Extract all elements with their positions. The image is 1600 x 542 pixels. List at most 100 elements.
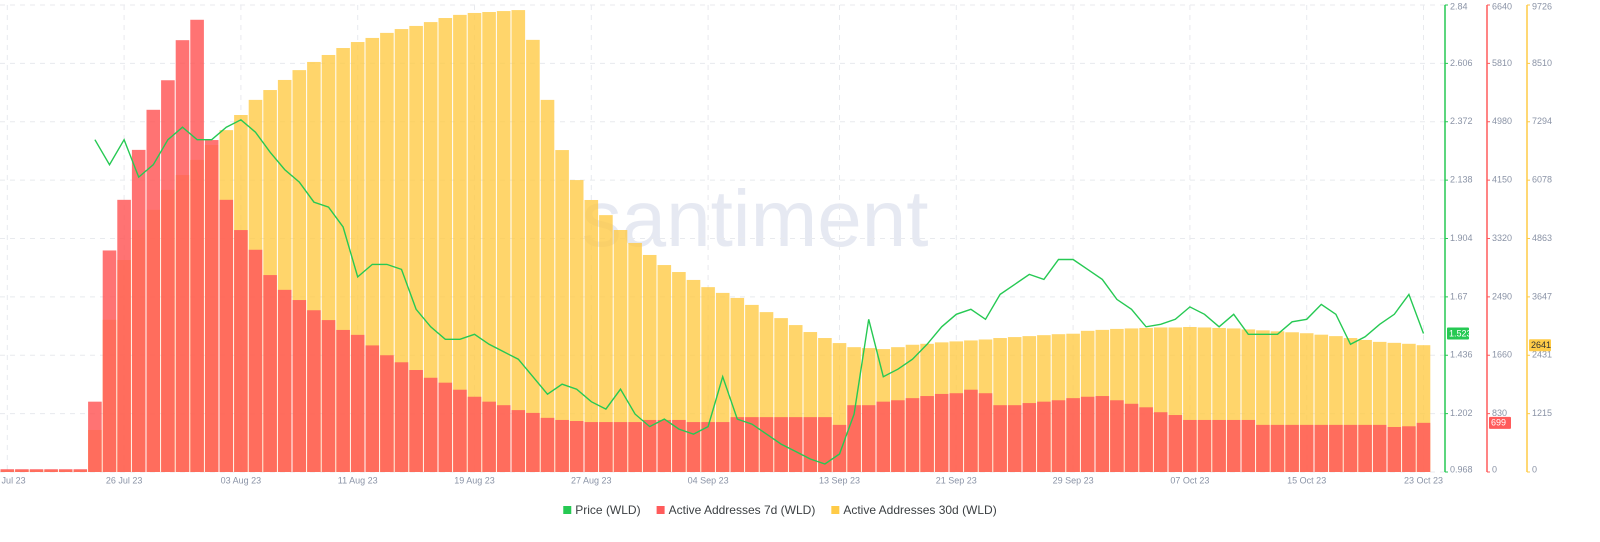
bar	[1080, 396, 1095, 472]
bar	[1197, 419, 1212, 472]
bar	[409, 370, 423, 472]
bar	[584, 422, 599, 472]
bar	[438, 18, 453, 472]
bar	[1153, 412, 1168, 472]
value-label: 2641	[1531, 340, 1551, 350]
bar	[905, 398, 920, 472]
bar	[496, 11, 511, 473]
legend-label: Active Addresses 7d (WLD)	[669, 503, 816, 517]
bar	[1226, 419, 1241, 472]
bar	[438, 382, 453, 472]
value-badge	[1529, 339, 1551, 352]
bar	[1241, 419, 1256, 472]
bar	[803, 417, 818, 472]
value-label: 699	[1491, 418, 1506, 428]
bar	[190, 19, 204, 472]
bar	[1212, 419, 1226, 472]
bar	[336, 329, 350, 472]
bar	[555, 419, 569, 472]
value-badge	[1447, 327, 1469, 340]
bar	[1256, 424, 1270, 472]
legend-swatch	[656, 506, 665, 514]
bar	[628, 422, 642, 472]
bar	[555, 150, 569, 472]
bar	[496, 405, 511, 472]
bar	[423, 377, 438, 472]
value-label: 1.523	[1449, 328, 1472, 338]
bar-series	[0, 19, 1431, 473]
y-tick-label: 830	[1492, 408, 1507, 418]
bar	[1168, 415, 1183, 472]
legend-label: Price (WLD)	[575, 503, 640, 517]
bar	[964, 389, 978, 472]
bar	[672, 419, 686, 472]
bar	[350, 334, 365, 472]
bar	[146, 109, 161, 473]
bar	[467, 396, 482, 472]
bar	[248, 249, 263, 472]
bar	[44, 469, 58, 472]
bar	[1066, 398, 1080, 472]
y-tick-label: 9726	[1532, 1, 1552, 11]
x-tick-label: 04 Sep 23	[688, 475, 729, 485]
y-tick-label: 5810	[1492, 58, 1512, 68]
bar	[117, 199, 131, 473]
bar	[861, 405, 876, 472]
bar	[686, 422, 701, 472]
bar	[730, 417, 745, 472]
bar	[613, 230, 628, 472]
y-tick-label: 0.968	[1450, 464, 1473, 474]
bar	[949, 393, 964, 472]
y-tick-label: 0	[1532, 464, 1537, 474]
axes: 2.84 2.606 2.372 2.138 1.904 1.67 1.436 1.202 0.…	[0, 1, 1552, 485]
x-tick-label: 07 Oct 23	[1170, 475, 1209, 485]
bar	[1022, 403, 1037, 472]
bar	[1329, 424, 1343, 472]
bar	[745, 417, 759, 472]
bar	[511, 410, 526, 472]
bar	[1037, 401, 1051, 472]
legend-label: Active Addresses 30d (WLD)	[843, 503, 996, 517]
bar	[1183, 419, 1197, 472]
bar	[569, 421, 584, 472]
y-tick-label: 2.138	[1450, 175, 1473, 185]
y-tick-label: 1215	[1532, 408, 1552, 418]
legend: Price (WLD) Active Addresses 7d (WLD) Acti…	[563, 503, 997, 517]
bar	[73, 469, 88, 472]
bar	[204, 140, 219, 473]
y-tick-label: 2431	[1532, 350, 1552, 360]
bar	[876, 401, 891, 472]
y-tick-label: 1.202	[1450, 408, 1473, 418]
bar	[657, 419, 672, 472]
bar	[0, 469, 15, 472]
y-tick-label: 3320	[1492, 233, 1512, 243]
bar	[818, 417, 832, 472]
y-tick-label: 2.84	[1450, 1, 1468, 11]
bar	[540, 99, 555, 473]
bar	[102, 250, 117, 472]
bar	[1358, 424, 1372, 472]
bar	[1095, 396, 1110, 472]
x-tick-label: 19 Aug 23	[454, 475, 495, 485]
bar	[599, 422, 613, 472]
bar	[569, 180, 584, 472]
y-tick-label: 2.372	[1450, 116, 1473, 126]
lines	[94, 118, 1425, 465]
bar	[394, 362, 409, 472]
y-tick-label: 1.67	[1450, 291, 1468, 301]
y-tick-label: 1.436	[1450, 350, 1473, 360]
bar	[365, 345, 380, 472]
bar	[321, 320, 336, 472]
bar	[307, 310, 321, 472]
y-tick-label: 2.606	[1450, 58, 1473, 68]
bar	[263, 275, 277, 472]
bar	[978, 393, 993, 472]
bar	[219, 199, 234, 473]
bar	[453, 14, 467, 473]
y-tick-label: 1.904	[1450, 233, 1473, 243]
bar	[1372, 424, 1387, 472]
x-tick-label: 18 Jul 23	[0, 475, 26, 485]
bar	[788, 417, 803, 472]
bar	[642, 419, 657, 472]
